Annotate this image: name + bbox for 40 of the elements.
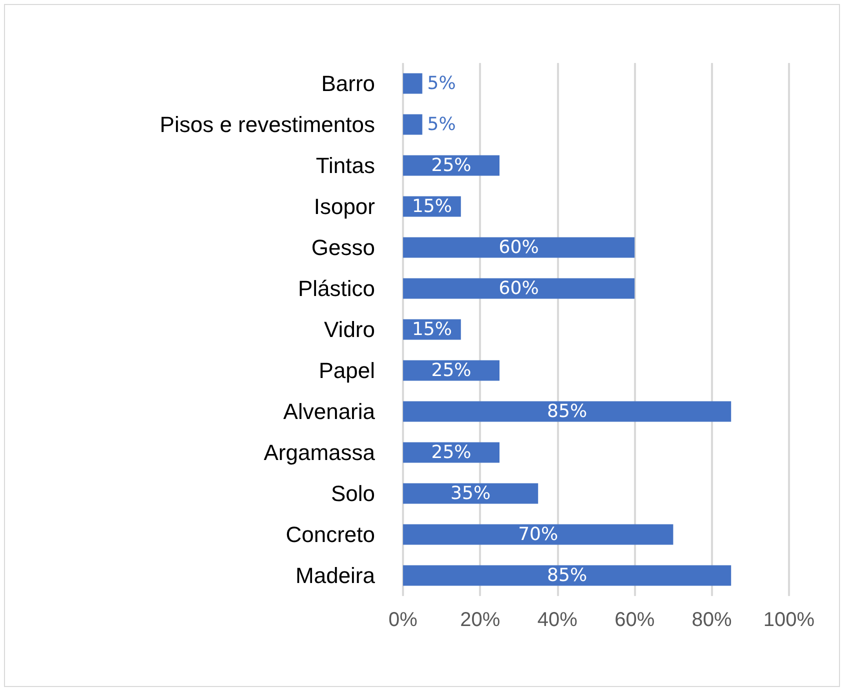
bar (403, 278, 635, 299)
bar (403, 114, 422, 135)
x-tick-label: 0% (388, 609, 418, 631)
y-tick-label: Argamassa (264, 440, 376, 465)
x-tick-label: 80% (692, 609, 732, 631)
y-tick-label: Madeira (296, 563, 376, 588)
data-label: 15% (412, 319, 452, 340)
bar (403, 73, 422, 94)
y-tick-label: Alvenaria (283, 399, 376, 424)
x-tick-label: 20% (460, 609, 500, 631)
x-tick-label: 100% (763, 609, 815, 631)
data-label: 25% (431, 360, 472, 381)
x-tick-label: 60% (614, 609, 655, 631)
bar (403, 483, 538, 504)
data-label: 60% (498, 237, 539, 258)
y-tick-label: Papel (318, 358, 375, 383)
data-label: 60% (498, 278, 539, 299)
y-tick-label: Isopor (314, 194, 375, 219)
data-label: 5% (427, 114, 456, 135)
bar (403, 565, 732, 586)
data-label: 85% (547, 565, 588, 586)
bar (403, 401, 732, 422)
data-label: 35% (450, 483, 491, 504)
y-tick-label: Plástico (298, 276, 375, 301)
y-tick-label: Barro (321, 71, 375, 96)
data-label: 25% (431, 155, 472, 176)
y-tick-label: Pisos e revestimentos (160, 112, 375, 137)
data-label: 5% (427, 73, 456, 94)
data-label: 25% (431, 442, 472, 463)
y-tick-label: Vidro (324, 317, 375, 342)
y-tick-label: Concreto (286, 522, 375, 547)
data-label: 85% (547, 401, 588, 422)
data-label: 70% (518, 524, 558, 545)
x-tick-label: 40% (537, 609, 578, 631)
bar (403, 237, 635, 258)
y-tick-label: Gesso (311, 235, 375, 260)
y-tick-label: Solo (330, 481, 375, 506)
data-label: 15% (412, 196, 452, 217)
y-tick-label: Tintas (316, 153, 375, 178)
bar (403, 524, 674, 545)
